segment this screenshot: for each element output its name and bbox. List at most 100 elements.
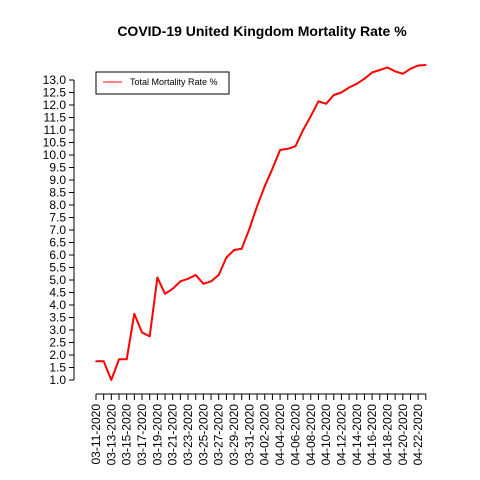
data-point	[110, 379, 113, 381]
data-point	[125, 358, 128, 361]
y-tick-label: 3.0	[49, 323, 66, 337]
data-point	[95, 360, 97, 363]
data-point	[141, 331, 143, 334]
data-point	[309, 115, 312, 118]
data-point	[417, 64, 419, 67]
y-tick-label: 9.0	[49, 173, 66, 187]
data-point	[225, 256, 228, 259]
x-tick-label: 03-21-2020	[166, 404, 180, 466]
y-tick-label: 11.0	[44, 123, 67, 137]
data-point	[279, 149, 281, 151]
x-tick-label: 03-29-2020	[227, 404, 241, 466]
data-point	[102, 360, 105, 363]
x-tick-label: 03-19-2020	[150, 404, 164, 466]
data-point	[386, 66, 389, 69]
data-point	[179, 280, 182, 283]
x-tick-label: 04-16-2020	[365, 404, 379, 466]
series-line-total-mortality-rate	[96, 64, 426, 381]
y-tick-label: 10.5	[43, 136, 67, 150]
y-tick-label: 1.0	[49, 373, 66, 387]
y-tick-label: 11.5	[44, 111, 67, 125]
legend-box	[95, 71, 230, 95]
data-point	[202, 282, 205, 285]
y-tick-label: 9.5	[49, 161, 66, 175]
y-tick-label: 4.0	[49, 298, 66, 312]
x-tick-label: 04-22-2020	[411, 404, 425, 466]
x-tick-label: 03-31-2020	[242, 404, 256, 466]
data-point	[302, 129, 304, 131]
y-tick-label: 7.5	[49, 211, 66, 225]
data-point	[425, 64, 427, 66]
x-tick-label: 04-02-2020	[258, 404, 272, 466]
y-tick-label: 10.0	[43, 148, 67, 162]
data-point	[164, 292, 166, 295]
data-point	[248, 227, 251, 230]
y-tick-label: 5.0	[49, 273, 66, 287]
y-tick-label: 12.0	[43, 98, 67, 112]
data-point	[378, 69, 381, 71]
x-tick-label: 04-08-2020	[304, 404, 318, 466]
data-point	[240, 247, 243, 250]
data-point	[233, 249, 235, 251]
x-tick-label: 04-14-2020	[350, 404, 364, 466]
data-point	[194, 274, 197, 276]
plot-area	[95, 64, 427, 381]
y-tick-label: 4.5	[49, 286, 66, 300]
data-point	[156, 276, 159, 279]
data-point	[256, 205, 258, 208]
y-tick-label: 8.5	[49, 186, 66, 200]
legend-label: Total Mortality Rate %	[130, 77, 218, 87]
x-tick-label: 03-23-2020	[181, 404, 195, 466]
y-axis: 1.01.52.02.53.03.54.04.55.05.56.06.57.07…	[43, 73, 75, 387]
y-tick-label: 3.5	[49, 311, 66, 325]
data-point	[332, 94, 335, 96]
y-tick-label: 13.0	[43, 73, 67, 87]
data-point	[355, 82, 358, 85]
x-tick-label: 03-27-2020	[212, 404, 226, 466]
data-point	[340, 91, 343, 94]
x-tick-label: 03-25-2020	[196, 404, 210, 466]
data-point	[286, 147, 289, 150]
data-point	[317, 100, 320, 103]
y-tick-label: 5.5	[49, 261, 66, 275]
y-tick-label: 7.0	[49, 223, 66, 237]
data-point	[409, 67, 412, 70]
data-point	[371, 71, 373, 74]
data-point	[394, 70, 396, 73]
data-point	[148, 335, 151, 338]
data-point	[363, 77, 366, 80]
y-tick-label: 12.5	[43, 86, 67, 100]
x-tick-label: 03-13-2020	[104, 404, 118, 466]
x-tick-label: 04-06-2020	[288, 404, 302, 466]
y-tick-label: 6.0	[49, 248, 66, 262]
y-tick-label: 8.0	[49, 198, 66, 212]
x-tick-label: 04-20-2020	[396, 404, 410, 466]
x-tick-label: 04-18-2020	[380, 404, 394, 466]
data-point	[325, 102, 327, 105]
data-point	[294, 145, 297, 148]
data-point	[263, 185, 266, 188]
x-tick-label: 03-15-2020	[120, 404, 134, 466]
legend: Total Mortality Rate %	[95, 71, 230, 95]
data-point	[187, 277, 189, 280]
data-point	[133, 312, 136, 315]
x-axis: 03-11-2020 03-13-2020 03-15-2020 03-17-2020…	[89, 393, 427, 466]
x-tick-label: 04-10-2020	[319, 404, 333, 466]
data-point	[271, 167, 274, 170]
data-point	[217, 274, 220, 276]
y-tick-label: 1.5	[49, 361, 66, 375]
x-tick-label: 04-12-2020	[334, 404, 348, 466]
y-tick-label: 2.5	[49, 336, 66, 350]
chart-title: COVID-19 United Kingdom Mortality Rate %	[117, 23, 407, 39]
data-point	[210, 280, 212, 283]
y-tick-label: 6.5	[49, 236, 66, 250]
x-tick-label: 04-04-2020	[273, 404, 287, 466]
data-point	[171, 287, 174, 290]
x-tick-label: 03-11-2020	[89, 404, 103, 465]
data-point	[118, 358, 120, 361]
data-point	[348, 86, 350, 89]
y-tick-label: 2.0	[49, 348, 66, 362]
data-point	[402, 72, 404, 75]
x-tick-label: 03-17-2020	[135, 404, 149, 466]
